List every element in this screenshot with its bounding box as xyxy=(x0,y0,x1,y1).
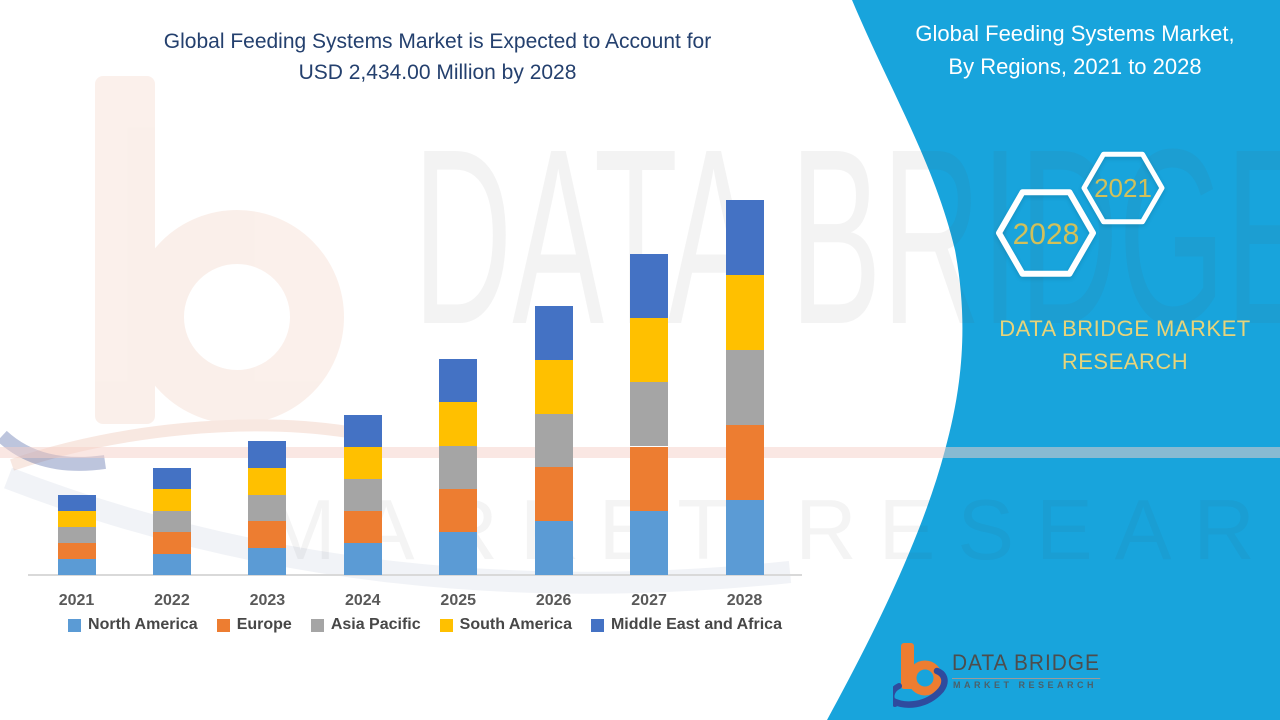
chart-title-line1: Global Feeding Systems Market is Expecte… xyxy=(163,30,712,53)
hexagon-2021 xyxy=(1081,151,1165,225)
legend-label: North America xyxy=(88,616,198,633)
watermark-text-row2: MARKET RESEARCH xyxy=(265,483,1280,578)
databridge-logo-subtext: MARKET RESEARCH xyxy=(953,680,1098,690)
legend-label: Middle East and Africa xyxy=(610,616,782,633)
watermark-swoosh-navy xyxy=(0,430,106,471)
right-panel-shape xyxy=(827,0,1280,720)
databridge-logo-icon xyxy=(893,643,948,708)
databridge-logo-wordmark: DATA BRIDGE xyxy=(952,650,1100,679)
legend-item-asia-pacific: Asia Pacific xyxy=(310,616,421,634)
legend-swatch xyxy=(68,618,82,632)
legend-swatch xyxy=(216,618,230,632)
logo-swoosh-tail xyxy=(893,683,902,707)
logo-b-bowl xyxy=(907,660,943,696)
legend-label: South America xyxy=(459,616,572,633)
hexagon-2028-label: 2028 xyxy=(1013,218,1080,251)
panel-brand-text: DATA BRIDGE MARKET RESEARCH xyxy=(975,312,1275,378)
hexagon-2028 xyxy=(996,189,1096,277)
panel-title-line1: Global Feeding Systems Market, xyxy=(915,21,1235,46)
legend-swatch xyxy=(310,618,324,632)
watermark-arc-blue xyxy=(4,467,792,594)
legend-item-middle-east-and-africa: Middle East and Africa xyxy=(590,616,782,634)
panel-brand-line2: RESEARCH xyxy=(1061,349,1189,374)
legend: North America Europe Asia Pacific South Ame… xyxy=(30,616,820,634)
legend-swatch xyxy=(590,618,604,632)
watermark-b-bowl xyxy=(130,210,344,424)
legend-item-europe: Europe xyxy=(216,616,292,634)
chart-title: Global Feeding Systems Market is Expecte… xyxy=(75,26,800,88)
legend-item-south-america: South America xyxy=(439,616,572,634)
legend-swatch xyxy=(439,618,453,632)
panel-title-line2: By Regions, 2021 to 2028 xyxy=(948,54,1202,79)
legend-item-north-america: North America xyxy=(68,616,198,634)
logo-swoosh xyxy=(893,667,948,708)
panel-brand-line1: DATA BRIDGE MARKET xyxy=(999,316,1251,341)
chart-title-line2: USD 2,434.00 Million by 2028 xyxy=(298,61,577,84)
legend-label: Asia Pacific xyxy=(330,616,421,633)
legend-label: Europe xyxy=(236,616,292,633)
panel-title: Global Feeding Systems Market, By Region… xyxy=(880,17,1270,83)
hexagon-2021-label: 2021 xyxy=(1094,173,1152,203)
